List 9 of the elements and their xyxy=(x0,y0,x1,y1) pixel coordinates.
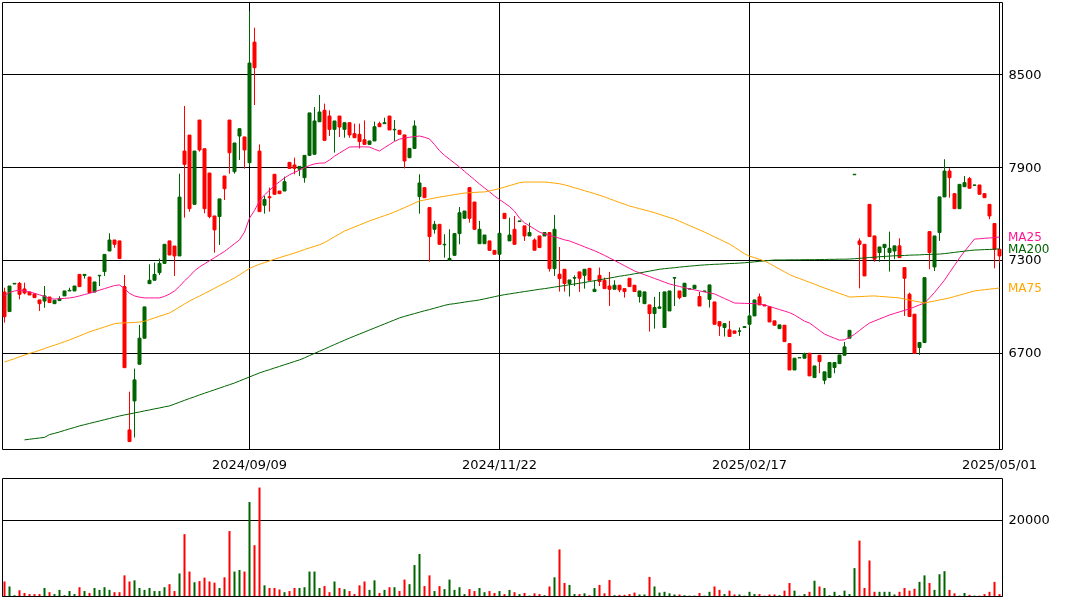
y-tick-label: 7900 xyxy=(1008,159,1042,175)
x-tick-label: 2025/02/17 xyxy=(712,456,787,472)
y-tick-label: 20000 xyxy=(1008,512,1050,528)
x-tick-label: 2024/11/22 xyxy=(462,456,537,472)
y-tick-label: 8500 xyxy=(1008,66,1042,82)
x-tick-label: 2024/09/09 xyxy=(212,456,287,472)
y-tick-label: 6700 xyxy=(1008,345,1042,361)
series-label: MA75 xyxy=(1008,281,1042,296)
x-tick-label: 2025/05/01 xyxy=(962,456,1037,472)
